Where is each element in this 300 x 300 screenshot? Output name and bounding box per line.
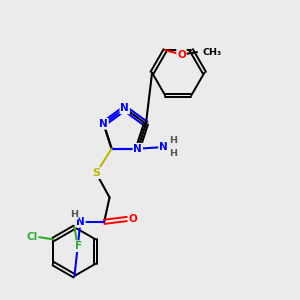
Text: N: N	[99, 119, 108, 129]
Text: H: H	[70, 210, 78, 219]
Text: N: N	[134, 144, 142, 154]
Text: H: H	[169, 149, 178, 158]
Text: O: O	[128, 214, 137, 224]
Text: CH₃: CH₃	[202, 48, 221, 57]
Text: F: F	[75, 241, 82, 251]
Text: N: N	[76, 217, 85, 227]
Text: O: O	[177, 50, 186, 59]
Text: Cl: Cl	[26, 232, 38, 242]
Text: S: S	[92, 168, 100, 178]
Text: N: N	[120, 103, 129, 113]
Text: N: N	[159, 142, 168, 152]
Text: H: H	[169, 136, 178, 145]
